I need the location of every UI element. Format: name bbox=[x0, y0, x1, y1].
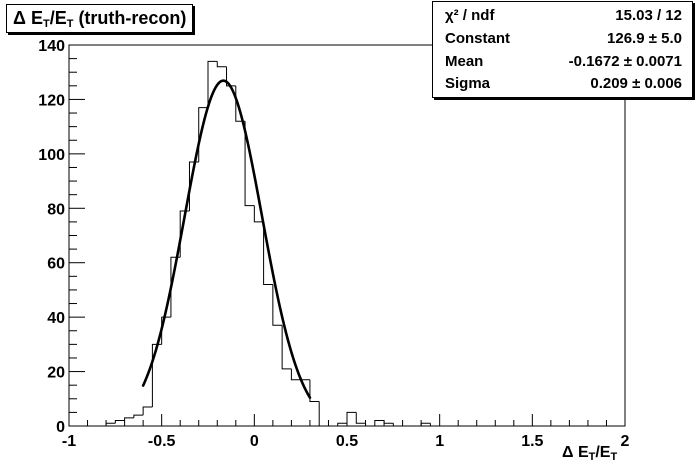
chart-title: Δ ET/ET (truth-recon) bbox=[6, 4, 194, 33]
histogram-bin bbox=[244, 121, 255, 207]
stats-value: 0.209 ± 0.006 bbox=[590, 75, 682, 92]
x-tick-label: -1 bbox=[62, 433, 76, 450]
histogram-bin bbox=[346, 411, 357, 424]
histogram-bin bbox=[383, 420, 394, 424]
histogram-bin bbox=[272, 284, 283, 326]
stats-value: 126.9 ± 5.0 bbox=[607, 30, 682, 47]
x-tick-label: 2 bbox=[621, 433, 630, 450]
y-tick-label: 120 bbox=[38, 92, 65, 109]
y-tick-label: 100 bbox=[38, 147, 65, 164]
stats-box: χ² / ndf 15.03 / 12 Constant 126.9 ± 5.0… bbox=[432, 1, 693, 98]
gaussian-fit bbox=[141, 79, 312, 399]
x-tick-label: -0.5 bbox=[148, 433, 176, 450]
stats-key: Mean bbox=[445, 53, 484, 70]
y-tick-label: 40 bbox=[47, 310, 65, 327]
x-tick-label: 0 bbox=[250, 433, 259, 450]
histogram-bin bbox=[337, 422, 347, 426]
histogram-bin bbox=[161, 316, 171, 345]
histogram-bin bbox=[281, 325, 292, 370]
y-tick-label: 0 bbox=[56, 419, 65, 436]
y-tick-label: 140 bbox=[38, 38, 65, 55]
stats-row-chi2: χ² / ndf 15.03 / 12 bbox=[445, 5, 682, 27]
histogram-bin bbox=[226, 66, 236, 87]
stats-row-mean: Mean -0.1672 ± 0.0071 bbox=[445, 51, 682, 73]
histogram-bin bbox=[253, 205, 264, 223]
histogram-bin bbox=[114, 420, 125, 424]
x-tick-label: 1.5 bbox=[521, 433, 543, 450]
chart-title-text: Δ ET/ET (truth-recon) bbox=[13, 8, 187, 30]
fit-curve bbox=[141, 79, 312, 399]
stats-key: Constant bbox=[445, 30, 510, 47]
histogram-bin bbox=[318, 401, 329, 427]
histogram-bin bbox=[309, 379, 320, 403]
histogram-bin bbox=[290, 368, 301, 381]
stats-key: χ² / ndf bbox=[445, 7, 495, 24]
x-tick-label: 0.5 bbox=[336, 433, 358, 450]
histogram-bin bbox=[207, 60, 218, 108]
histogram-bin bbox=[124, 417, 134, 421]
y-tick-label: 60 bbox=[47, 256, 65, 273]
histogram-bin bbox=[374, 420, 385, 426]
stats-value: -0.1672 ± 0.0071 bbox=[568, 53, 682, 70]
y-tick-label: 20 bbox=[47, 365, 65, 382]
y-tick-label: 80 bbox=[47, 201, 65, 218]
histogram-bin bbox=[216, 61, 227, 68]
stats-row-constant: Constant 126.9 ± 5.0 bbox=[445, 28, 682, 50]
x-axis-label: Δ ET/ET bbox=[562, 444, 618, 463]
stats-key: Sigma bbox=[445, 75, 491, 92]
stats-value: 15.03 / 12 bbox=[615, 7, 682, 24]
histogram-bin bbox=[133, 414, 144, 418]
histogram-bin bbox=[263, 221, 273, 285]
histogram-bin bbox=[355, 412, 366, 424]
histogram-bin bbox=[142, 406, 153, 416]
x-tick-label: 1 bbox=[435, 433, 444, 450]
stats-row-sigma: Sigma 0.209 ± 0.006 bbox=[445, 73, 682, 95]
